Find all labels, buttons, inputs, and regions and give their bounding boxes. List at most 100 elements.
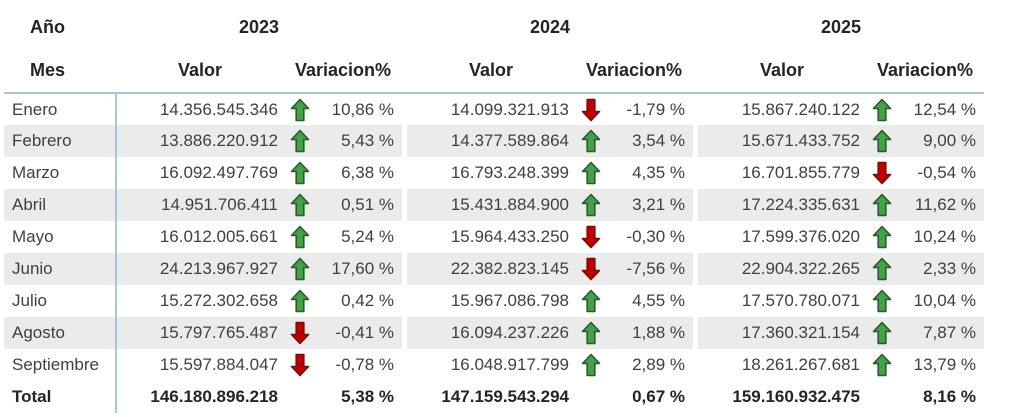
table-row: Marzo 16.092.497.769 6,38 % 16.793.248.399 4…	[4, 157, 984, 189]
total-label: Total	[4, 381, 117, 413]
variation-cell: 3,54 %	[607, 125, 693, 157]
valor-cell: 14.099.321.913	[407, 93, 575, 125]
up-arrow-icon	[872, 193, 892, 217]
down-arrow-icon	[581, 257, 601, 281]
valor-cell: 24.213.967.927	[116, 253, 284, 285]
group-separator	[693, 125, 698, 157]
year-header-2023: 2023	[116, 6, 402, 48]
up-arrow-icon	[581, 289, 601, 313]
month-label: Junio	[4, 253, 117, 285]
trend-indicator-cell	[866, 125, 898, 157]
group-separator	[402, 317, 407, 349]
total-variation-cell: 0,67 %	[607, 381, 693, 413]
month-label: Abril	[4, 189, 117, 221]
trend-indicator-cell	[866, 93, 898, 125]
variation-column-header: Variacion%	[575, 48, 693, 94]
trend-indicator-cell	[575, 125, 607, 157]
trend-indicator-cell	[575, 253, 607, 285]
valor-cell: 22.904.322.265	[698, 253, 866, 285]
trend-indicator-cell	[284, 221, 316, 253]
valor-cell: 15.431.884.900	[407, 189, 575, 221]
group-separator	[402, 93, 407, 125]
table-row: Septiembre 15.597.884.047 -0,78 % 16.048.91…	[4, 349, 984, 381]
matrix-table: Año 2023 2024 2025 Mes Valor Variacion% …	[4, 6, 984, 413]
row-header-mes: Mes	[4, 48, 116, 94]
up-arrow-icon	[290, 257, 310, 281]
valor-cell: 16.012.005.661	[116, 221, 284, 253]
group-separator	[693, 221, 698, 253]
variation-cell: 7,87 %	[898, 317, 984, 349]
trend-indicator-cell	[284, 253, 316, 285]
valor-column-header: Valor	[407, 48, 575, 94]
month-label: Mayo	[4, 221, 117, 253]
table-row: Agosto 15.797.765.487 -0,41 % 16.094.237.22…	[4, 317, 984, 349]
table-row: Junio 24.213.967.927 17,60 % 22.382.823.145…	[4, 253, 984, 285]
group-separator	[693, 285, 698, 317]
up-arrow-icon	[872, 98, 892, 121]
trend-indicator-cell	[284, 349, 316, 381]
table-row: Julio 15.272.302.658 0,42 % 15.967.086.798 4…	[4, 285, 984, 317]
up-arrow-icon	[872, 129, 892, 153]
trend-indicator-cell	[866, 253, 898, 285]
group-separator	[402, 285, 407, 317]
valor-cell: 17.360.321.154	[698, 317, 866, 349]
group-separator	[402, 349, 407, 381]
valor-column-header: Valor	[116, 48, 284, 94]
valor-cell: 15.797.765.487	[116, 317, 284, 349]
variation-cell: 10,24 %	[898, 221, 984, 253]
up-arrow-icon	[581, 129, 601, 153]
group-separator	[693, 189, 698, 221]
valor-cell: 18.261.267.681	[698, 349, 866, 381]
down-arrow-icon	[290, 321, 310, 345]
valor-cell: 16.701.855.779	[698, 157, 866, 189]
total-valor-cell: 147.159.543.294	[407, 381, 575, 413]
variation-cell: 12,54 %	[898, 93, 984, 125]
valor-column-header: Valor	[698, 48, 866, 94]
up-arrow-icon	[290, 161, 310, 185]
total-trend-cell	[284, 381, 316, 413]
trend-indicator-cell	[866, 349, 898, 381]
group-separator	[402, 6, 407, 48]
group-separator	[402, 221, 407, 253]
down-arrow-icon	[581, 98, 601, 121]
total-row: Total 146.180.896.218 5,38 % 147.159.543.29…	[4, 381, 984, 413]
valor-cell: 17.224.335.631	[698, 189, 866, 221]
group-separator	[693, 317, 698, 349]
valor-cell: 16.094.237.226	[407, 317, 575, 349]
up-arrow-icon	[290, 193, 310, 217]
month-label: Septiembre	[4, 349, 117, 381]
trend-indicator-cell	[575, 317, 607, 349]
year-header-2024: 2024	[407, 6, 693, 48]
group-separator	[402, 381, 407, 413]
up-arrow-icon	[872, 225, 892, 249]
total-trend-cell	[866, 381, 898, 413]
valor-cell: 14.951.706.411	[116, 189, 284, 221]
variation-cell: -0,54 %	[898, 157, 984, 189]
variation-cell: 1,88 %	[607, 317, 693, 349]
variation-cell: -1,79 %	[607, 93, 693, 125]
trend-indicator-cell	[575, 349, 607, 381]
trend-indicator-cell	[866, 317, 898, 349]
up-arrow-icon	[290, 225, 310, 249]
trend-indicator-cell	[575, 189, 607, 221]
total-variation-cell: 5,38 %	[316, 381, 402, 413]
variation-cell: 2,33 %	[898, 253, 984, 285]
valor-cell: 14.356.545.346	[116, 93, 284, 125]
trend-indicator-cell	[575, 221, 607, 253]
trend-indicator-cell	[575, 285, 607, 317]
up-arrow-icon	[581, 321, 601, 345]
total-variation-cell: 8,16 %	[898, 381, 984, 413]
trend-indicator-cell	[284, 157, 316, 189]
variation-cell: 6,38 %	[316, 157, 402, 189]
down-arrow-icon	[581, 225, 601, 249]
down-arrow-icon	[872, 161, 892, 185]
variation-cell: 2,89 %	[607, 349, 693, 381]
up-arrow-icon	[581, 353, 601, 377]
variation-cell: 13,79 %	[898, 349, 984, 381]
trend-indicator-cell	[866, 157, 898, 189]
trend-indicator-cell	[284, 93, 316, 125]
variation-cell: 5,43 %	[316, 125, 402, 157]
up-arrow-icon	[290, 289, 310, 313]
valor-cell: 15.272.302.658	[116, 285, 284, 317]
valor-cell: 15.597.884.047	[116, 349, 284, 381]
